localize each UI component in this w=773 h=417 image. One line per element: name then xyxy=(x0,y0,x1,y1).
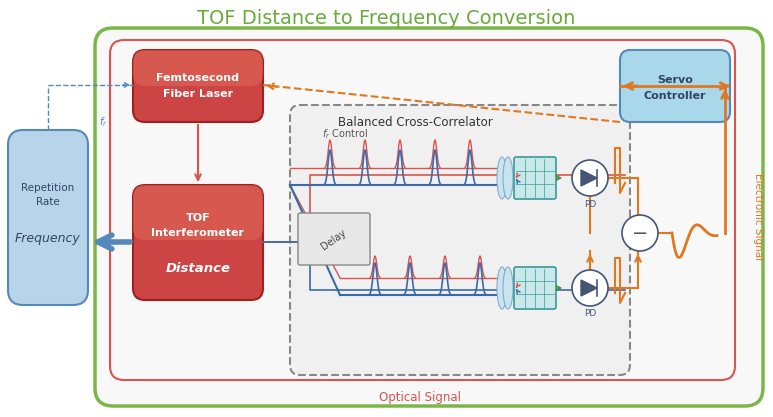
Ellipse shape xyxy=(503,157,513,199)
FancyBboxPatch shape xyxy=(298,213,370,265)
Text: TOF Distance to Frequency Conversion: TOF Distance to Frequency Conversion xyxy=(197,8,575,28)
FancyBboxPatch shape xyxy=(133,50,263,122)
Text: Repetition: Repetition xyxy=(22,183,75,193)
Polygon shape xyxy=(581,170,597,186)
Text: TOF: TOF xyxy=(186,213,210,223)
Text: Delay: Delay xyxy=(319,228,349,252)
Ellipse shape xyxy=(497,267,507,309)
Text: Femtosecond: Femtosecond xyxy=(156,73,240,83)
FancyBboxPatch shape xyxy=(133,185,263,240)
Text: Controller: Controller xyxy=(644,91,707,101)
FancyBboxPatch shape xyxy=(290,105,630,375)
Text: −: − xyxy=(632,224,649,243)
Text: Distance: Distance xyxy=(165,261,230,274)
Circle shape xyxy=(572,270,608,306)
Ellipse shape xyxy=(503,267,513,309)
Text: Balanced Cross-Correlator: Balanced Cross-Correlator xyxy=(338,116,492,128)
Text: Optical Signal: Optical Signal xyxy=(379,392,461,404)
FancyBboxPatch shape xyxy=(133,185,263,300)
FancyBboxPatch shape xyxy=(514,157,556,199)
Text: PD: PD xyxy=(584,199,596,208)
Text: PD: PD xyxy=(584,309,596,319)
Text: Frequency: Frequency xyxy=(15,231,81,244)
FancyBboxPatch shape xyxy=(514,267,556,309)
Circle shape xyxy=(622,215,658,251)
Text: Rate: Rate xyxy=(36,197,60,207)
FancyBboxPatch shape xyxy=(8,130,88,305)
Circle shape xyxy=(572,160,608,196)
Text: $f_r$: $f_r$ xyxy=(99,115,107,129)
Text: Electronic Signal: Electronic Signal xyxy=(753,173,763,261)
Ellipse shape xyxy=(497,157,507,199)
Text: Fiber Laser: Fiber Laser xyxy=(163,89,233,99)
Text: Servo: Servo xyxy=(657,75,693,85)
FancyBboxPatch shape xyxy=(95,28,763,406)
Polygon shape xyxy=(581,280,597,296)
FancyBboxPatch shape xyxy=(133,50,263,86)
Text: $f_r$ Control: $f_r$ Control xyxy=(322,127,368,141)
FancyBboxPatch shape xyxy=(620,50,730,122)
Text: Interferometer: Interferometer xyxy=(152,228,244,238)
